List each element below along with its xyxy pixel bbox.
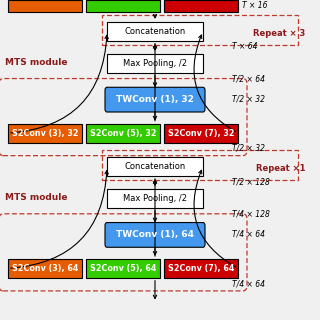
Text: S2Conv (5), 32: S2Conv (5), 32 bbox=[90, 129, 156, 138]
FancyBboxPatch shape bbox=[107, 189, 203, 208]
Text: Repeat ×1: Repeat ×1 bbox=[255, 164, 305, 173]
FancyBboxPatch shape bbox=[107, 157, 203, 176]
Text: S2Conv (5), 64: S2Conv (5), 64 bbox=[90, 264, 156, 273]
Text: T × 64: T × 64 bbox=[232, 42, 258, 51]
Text: Max Pooling, /2: Max Pooling, /2 bbox=[123, 59, 187, 68]
FancyBboxPatch shape bbox=[105, 222, 205, 247]
Text: T/4 × 64: T/4 × 64 bbox=[232, 230, 265, 239]
Text: T × 16: T × 16 bbox=[242, 1, 268, 10]
Text: S2Conv (3), 64: S2Conv (3), 64 bbox=[12, 264, 78, 273]
Text: TWConv (1), 64: TWConv (1), 64 bbox=[116, 230, 194, 239]
Text: T/2 × 32: T/2 × 32 bbox=[232, 144, 265, 153]
Text: TWConv (1), 32: TWConv (1), 32 bbox=[116, 95, 194, 104]
FancyBboxPatch shape bbox=[8, 259, 82, 278]
Text: T/4 × 64: T/4 × 64 bbox=[232, 279, 265, 288]
Text: Concatenation: Concatenation bbox=[124, 27, 186, 36]
Text: T/2 × 32: T/2 × 32 bbox=[232, 94, 265, 103]
Text: S2Conv (3), 32: S2Conv (3), 32 bbox=[12, 129, 78, 138]
Text: S2Conv (7), 32: S2Conv (7), 32 bbox=[168, 129, 234, 138]
Text: Concatenation: Concatenation bbox=[124, 162, 186, 171]
FancyBboxPatch shape bbox=[86, 124, 160, 142]
Text: T/4 × 128: T/4 × 128 bbox=[232, 209, 270, 218]
FancyBboxPatch shape bbox=[8, 124, 82, 142]
Text: MTS module: MTS module bbox=[5, 58, 68, 67]
FancyBboxPatch shape bbox=[164, 0, 238, 12]
FancyBboxPatch shape bbox=[107, 22, 203, 41]
FancyBboxPatch shape bbox=[164, 259, 238, 278]
FancyBboxPatch shape bbox=[107, 54, 203, 73]
FancyBboxPatch shape bbox=[164, 124, 238, 142]
FancyBboxPatch shape bbox=[86, 259, 160, 278]
FancyBboxPatch shape bbox=[86, 0, 160, 12]
Text: MTS module: MTS module bbox=[5, 193, 68, 202]
Text: Repeat × 3: Repeat × 3 bbox=[253, 29, 305, 38]
FancyBboxPatch shape bbox=[8, 0, 82, 12]
Text: T/2 × 128: T/2 × 128 bbox=[232, 177, 270, 186]
Text: T/2 × 64: T/2 × 64 bbox=[232, 74, 265, 83]
Text: Max Pooling, /2: Max Pooling, /2 bbox=[123, 194, 187, 203]
FancyBboxPatch shape bbox=[105, 87, 205, 112]
Text: S2Conv (7), 64: S2Conv (7), 64 bbox=[168, 264, 234, 273]
